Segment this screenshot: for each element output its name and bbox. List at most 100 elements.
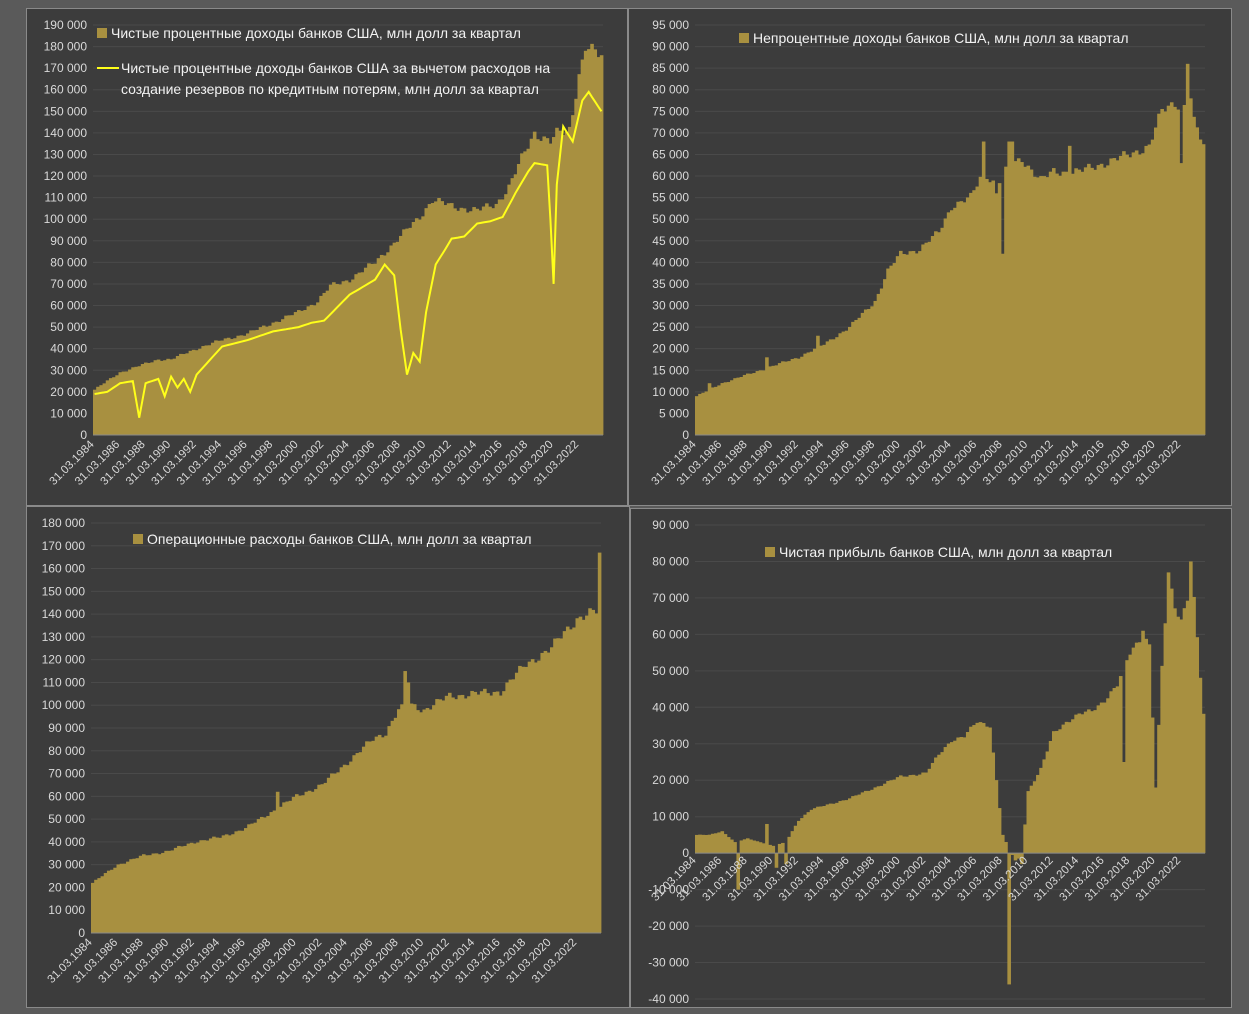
bar <box>749 839 753 854</box>
y-tick-label: 0 <box>78 926 85 940</box>
bar <box>911 774 916 854</box>
bar <box>291 796 296 933</box>
bar <box>269 812 274 933</box>
bar <box>518 665 522 933</box>
bar <box>508 679 513 933</box>
bar <box>409 703 414 933</box>
bar <box>201 346 205 435</box>
bar <box>119 863 124 933</box>
bar <box>1016 158 1021 435</box>
y-tick-label: 160 000 <box>44 83 88 97</box>
bar <box>208 838 213 933</box>
bar <box>707 383 712 435</box>
bar <box>720 383 725 435</box>
bar <box>870 789 874 854</box>
bar <box>809 351 814 435</box>
y-tick-label: 70 000 <box>48 767 85 781</box>
bar <box>800 356 804 435</box>
bar <box>892 779 897 854</box>
bar <box>193 843 197 933</box>
bar <box>1061 171 1066 435</box>
bar <box>701 392 705 435</box>
bar <box>1103 702 1107 854</box>
y-tick-label: -40 000 <box>648 992 689 1006</box>
y-tick-label: 75 000 <box>652 104 689 118</box>
bar <box>825 804 830 854</box>
bar <box>358 752 363 933</box>
bar <box>1007 853 1011 985</box>
bar <box>386 252 390 435</box>
bar <box>379 254 384 435</box>
bar <box>510 178 515 435</box>
bar <box>154 853 159 933</box>
bar <box>559 638 564 933</box>
bar <box>170 850 175 933</box>
bar <box>895 256 900 435</box>
bar <box>373 263 378 435</box>
bar <box>524 666 529 933</box>
bar <box>457 695 462 933</box>
bar <box>988 182 992 435</box>
bar <box>365 741 369 933</box>
bar <box>787 361 792 435</box>
bar <box>275 791 280 933</box>
bar <box>854 319 858 435</box>
bar <box>1048 171 1053 436</box>
bar <box>226 337 231 435</box>
bar <box>253 822 258 933</box>
bar <box>597 552 602 933</box>
bar <box>870 306 874 435</box>
bar <box>173 847 178 933</box>
bar <box>196 842 200 933</box>
bar <box>1189 98 1193 436</box>
bar <box>328 284 333 435</box>
bar <box>1150 717 1155 854</box>
y-tick-label: 30 000 <box>652 299 689 313</box>
bar <box>1026 165 1031 435</box>
bar <box>1013 853 1018 861</box>
y-tick-label: 170 000 <box>42 539 86 553</box>
bar <box>1138 642 1142 854</box>
bar <box>224 834 229 933</box>
bar <box>883 783 887 854</box>
bar <box>774 853 779 868</box>
bar <box>1080 171 1085 436</box>
y-tick-label: 15 000 <box>652 363 689 377</box>
bar <box>1112 687 1117 854</box>
bar <box>1071 173 1075 435</box>
bar <box>287 315 292 435</box>
bar <box>943 747 948 854</box>
bar <box>514 672 519 933</box>
bar <box>272 810 277 933</box>
y-tick-label: 20 000 <box>48 880 85 894</box>
bar <box>244 828 248 933</box>
bar <box>914 253 919 435</box>
bar <box>1173 608 1177 854</box>
bar <box>588 608 592 933</box>
y-tick-label: 95 000 <box>652 18 689 32</box>
bar <box>144 362 148 435</box>
bar <box>485 203 489 435</box>
bar <box>316 302 320 435</box>
bar <box>844 330 849 435</box>
bar <box>354 274 358 435</box>
bar <box>1001 253 1005 435</box>
bar <box>255 329 260 435</box>
bar <box>1176 109 1180 435</box>
bar <box>460 694 465 933</box>
bar <box>467 696 471 933</box>
bar <box>793 358 798 435</box>
series-line <box>94 90 603 418</box>
bar <box>446 203 451 435</box>
bar <box>265 326 269 435</box>
bar <box>752 840 756 854</box>
bar <box>128 369 132 435</box>
bar <box>1131 647 1136 854</box>
bar <box>138 855 143 933</box>
bar <box>1004 166 1008 435</box>
bar <box>252 330 256 435</box>
bar <box>336 772 341 933</box>
bar <box>828 339 833 435</box>
bar <box>800 818 804 854</box>
bar <box>1128 157 1133 435</box>
